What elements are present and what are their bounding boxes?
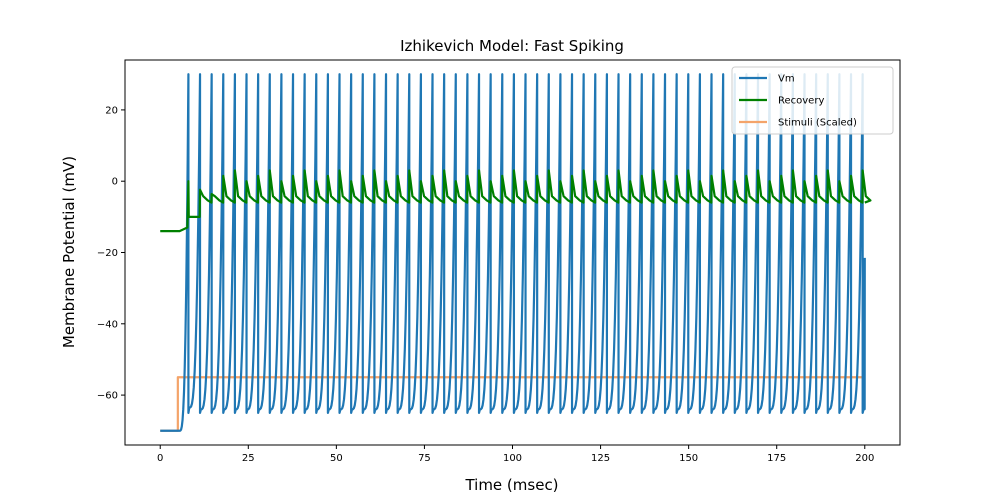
x-tick-label: 0: [157, 453, 163, 464]
axis-ticks: 0 25 50 75 100 125 150 175 200 −60 −40 −20 0 20: [97, 105, 874, 464]
x-tick-label: 25: [242, 453, 255, 464]
y-tick-label: 20: [105, 105, 118, 116]
legend-label: Stimuli (Scaled): [778, 118, 857, 129]
legend: Vm Recovery Stimuli (Scaled): [731, 66, 894, 135]
vm-line: [160, 73, 866, 432]
x-tick-label: 150: [679, 453, 698, 464]
x-tick-label: 125: [591, 453, 610, 464]
plot-area: [160, 73, 872, 432]
chart-title: Izhikevich Model: Fast Spiking: [400, 37, 624, 55]
y-tick-label: 0: [112, 177, 118, 188]
x-tick-label: 200: [855, 453, 874, 464]
x-tick-label: 75: [418, 453, 431, 464]
legend-label: Vm: [778, 74, 795, 85]
y-axis-label: Membrane Potential (mV): [60, 156, 78, 348]
y-tick-label: −40: [97, 319, 118, 330]
y-tick-label: −60: [97, 391, 118, 402]
legend-label: Recovery: [778, 96, 824, 107]
x-tick-label: 100: [503, 453, 522, 464]
x-tick-label: 175: [767, 453, 786, 464]
x-tick-label: 50: [330, 453, 343, 464]
recovery-line: [160, 169, 872, 233]
x-axis-label: Time (msec): [464, 476, 558, 494]
legend-box: [731, 66, 894, 135]
y-tick-label: −20: [97, 248, 118, 259]
